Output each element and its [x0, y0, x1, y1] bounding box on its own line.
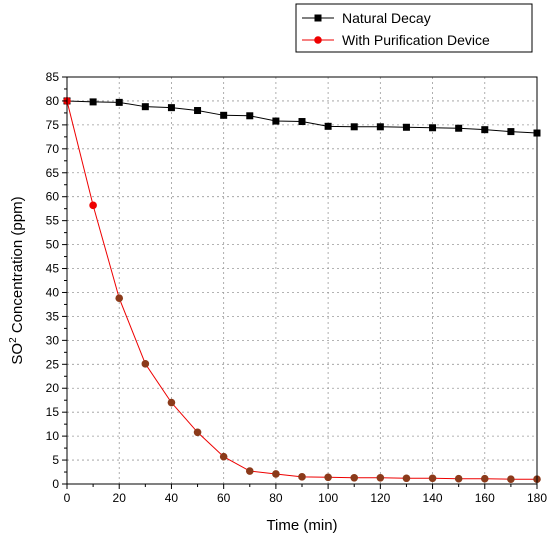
x-tick-label: 120	[370, 491, 390, 505]
data-point	[141, 360, 150, 368]
legend-box	[295, 3, 533, 53]
data-point	[402, 123, 410, 131]
data-point	[324, 122, 332, 130]
legend-label-natural-decay: Natural Decay	[342, 10, 431, 26]
data-point	[350, 473, 359, 482]
x-tick-label: 100	[318, 491, 338, 505]
x-axis-title: Time (min)	[266, 517, 337, 534]
data-point	[193, 428, 202, 437]
legend-marker	[314, 36, 322, 44]
y-tick-label: 25	[46, 357, 60, 371]
legend-label-with-purification-device: With Purification Device	[342, 32, 490, 48]
x-tick-label: 160	[475, 491, 495, 505]
data-point	[298, 473, 306, 481]
series-natural-decay	[63, 97, 541, 137]
data-point	[89, 201, 97, 210]
data-point	[376, 473, 385, 482]
plot-frame	[66, 76, 538, 485]
y-tick-label: 65	[46, 166, 60, 180]
data-point	[246, 112, 254, 120]
data-point	[402, 474, 411, 483]
legend: Natural Decay With Purification Device	[295, 3, 533, 53]
y-tick-label: 5	[52, 453, 59, 467]
data-point	[272, 117, 280, 125]
series-layer	[63, 97, 541, 484]
grid-lines	[67, 77, 537, 484]
data-point	[507, 128, 515, 136]
data-point	[272, 470, 280, 478]
series-line	[66, 100, 537, 480]
y-tick-label: 15	[46, 405, 60, 419]
y-axis-title-rest: Concentration (ppm)	[9, 196, 26, 337]
data-point	[429, 124, 437, 132]
data-point	[324, 473, 332, 482]
x-tick-label: 0	[64, 491, 71, 505]
data-point	[454, 474, 463, 483]
data-point	[220, 111, 228, 119]
y-tick-label: 35	[46, 309, 60, 323]
x-tick-label: 140	[423, 491, 443, 505]
x-tick-label: 20	[113, 491, 127, 505]
y-tick-label: 55	[46, 214, 60, 228]
data-point	[89, 98, 97, 106]
y-tick-label: 20	[46, 381, 60, 395]
data-point	[245, 467, 254, 475]
data-point	[428, 474, 437, 483]
y-tick-label: 60	[46, 190, 60, 204]
y-tick-label: 85	[46, 70, 60, 84]
data-point	[194, 107, 202, 115]
y-tick-label: 75	[46, 118, 60, 132]
series-line	[66, 100, 538, 134]
x-tick-label: 180	[527, 491, 547, 505]
y-tick-label: 10	[46, 429, 60, 443]
data-point	[455, 124, 463, 132]
x-tick-label: 40	[165, 491, 179, 505]
y-tick-label: 40	[46, 285, 60, 299]
data-point	[167, 398, 176, 407]
data-point	[376, 123, 384, 131]
y-tick-label: 50	[46, 238, 60, 252]
legend-marker	[314, 14, 322, 22]
data-point	[115, 98, 123, 106]
data-point	[115, 294, 124, 303]
y-axis-title-superscript: 2	[8, 337, 19, 343]
y-tick-label: 70	[46, 142, 60, 156]
axis-ticks: 0 20 40 60 80 100 120 140 160 180 0 5 10 15 20 25 30 35 40…	[46, 70, 548, 505]
data-point	[219, 452, 228, 461]
data-point	[480, 474, 489, 483]
series-with-purification-device	[63, 97, 541, 484]
x-tick-label: 80	[269, 491, 283, 505]
data-point	[481, 126, 489, 134]
data-point	[141, 103, 149, 111]
x-tick-label: 60	[217, 491, 231, 505]
data-point	[167, 104, 175, 112]
y-tick-label: 45	[46, 262, 60, 276]
y-axis-title-main: SO	[9, 343, 26, 365]
data-point	[298, 118, 306, 126]
y-tick-label: 30	[46, 333, 60, 347]
data-point	[507, 475, 515, 484]
y-tick-label: 0	[52, 477, 59, 491]
data-point	[350, 123, 358, 131]
y-tick-label: 80	[46, 94, 60, 108]
y-axis-title: SO2 Concentration (ppm)	[8, 196, 26, 364]
